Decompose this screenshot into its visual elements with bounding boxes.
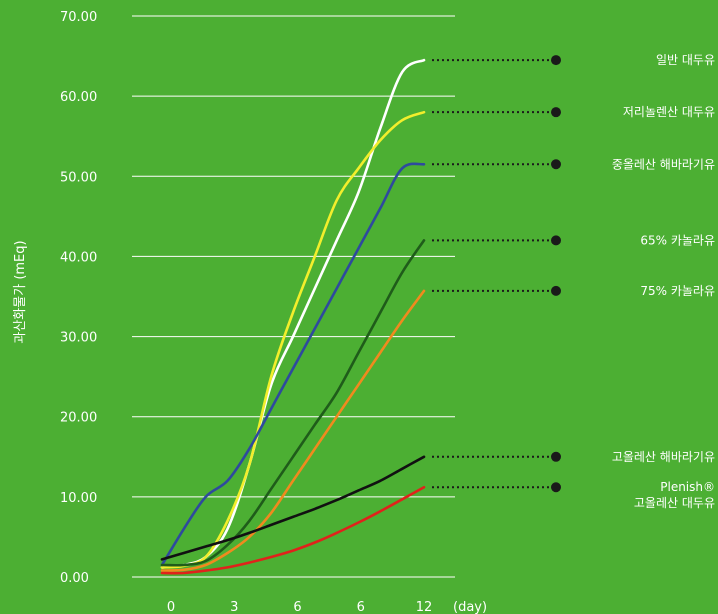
series-lines: [160, 58, 426, 575]
series-line: [160, 162, 426, 567]
grid-lines: [132, 15, 455, 578]
legend-label: 일반 대두유: [656, 53, 715, 67]
legend-label: 고올레산 대두유: [634, 496, 715, 510]
legend-label: 고올레산 해바라기유: [612, 450, 715, 464]
y-axis-ticks: 70.00 60.00 50.00 40.00 30.00 20.00 10.00 0.00: [60, 10, 97, 586]
x-axis-unit: (day): [453, 600, 487, 614]
series-line: [160, 455, 426, 561]
series-line: [160, 239, 426, 567]
y-axis-label: 과산화물가 (mEq): [13, 240, 28, 343]
legend-label: 중올레산 해바라기유: [612, 157, 715, 171]
legend-dot: [551, 235, 561, 246]
legend-dot: [551, 482, 561, 493]
legend-label: 75% 카놀라유: [640, 284, 715, 298]
y-tick-label: 30.00: [60, 331, 97, 346]
series-line: [160, 289, 426, 572]
legend-dot: [551, 55, 561, 66]
legend-leaders: [432, 55, 561, 493]
legend-dot: [551, 107, 561, 118]
x-tick-label: 6: [293, 600, 301, 614]
y-tick-label: 50.00: [60, 170, 97, 185]
y-tick-label: 0.00: [60, 571, 89, 586]
y-tick-label: 20.00: [60, 411, 97, 426]
y-tick-label: 60.00: [60, 90, 97, 105]
legend-dot: [551, 285, 561, 296]
series-line: [160, 485, 426, 575]
y-tick-label: 10.00: [60, 491, 97, 506]
legend-label: Plenish®: [660, 480, 715, 494]
x-tick-label: 6: [357, 600, 365, 614]
series-line: [160, 110, 426, 569]
x-tick-label: 3: [230, 600, 238, 614]
legend-dot: [551, 451, 561, 462]
x-tick-label: 0: [167, 600, 175, 614]
x-tick-label: 12: [416, 600, 433, 614]
y-tick-label: 70.00: [60, 10, 97, 25]
x-axis-ticks: 0 3 6 6 12: [167, 600, 432, 614]
legend-label: 65% 카놀라유: [640, 233, 715, 247]
y-tick-label: 40.00: [60, 250, 97, 265]
legend-label: 저리놀렌산 대두유: [623, 105, 715, 119]
legend-dot: [551, 159, 561, 170]
